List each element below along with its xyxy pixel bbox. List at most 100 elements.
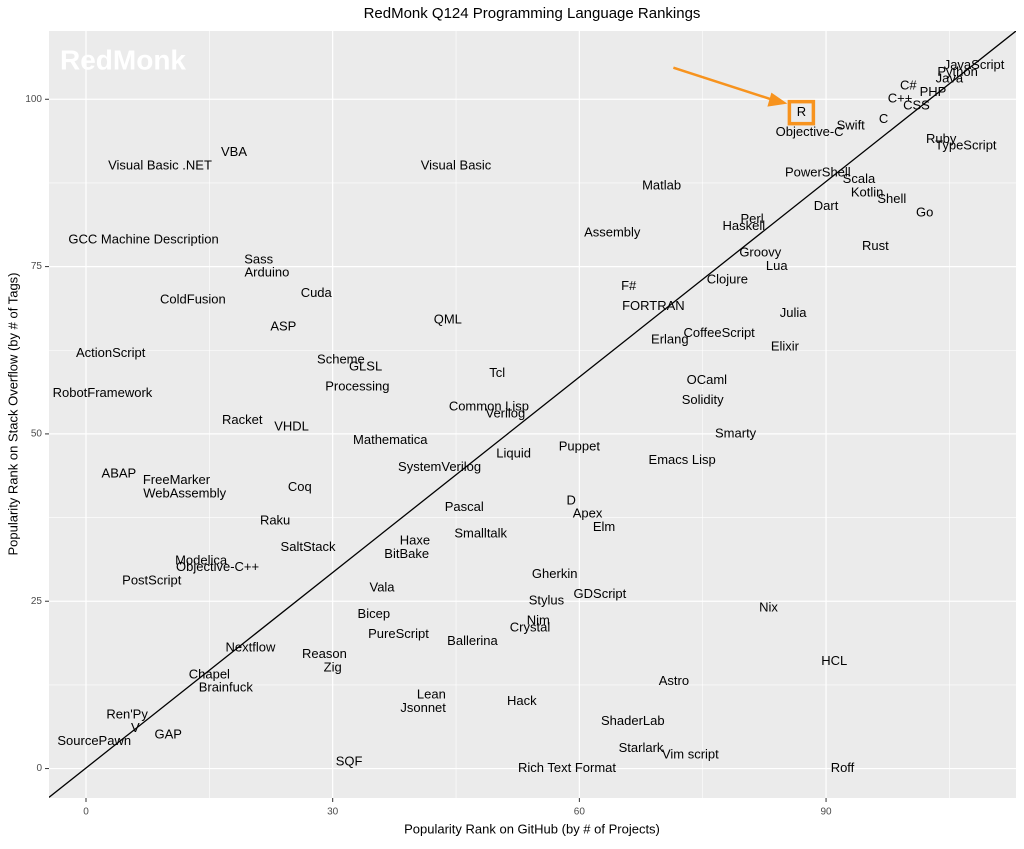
language-label: Arduino	[244, 265, 289, 280]
language-label: PureScript	[368, 626, 429, 641]
language-label: Solidity	[682, 392, 724, 407]
language-label: Matlab	[642, 178, 681, 193]
language-label: VBA	[221, 144, 247, 159]
language-label: Hack	[507, 693, 537, 708]
language-label: Elm	[593, 519, 615, 534]
language-label: Rust	[862, 238, 889, 253]
language-label: Puppet	[559, 439, 601, 454]
x-tick-label: 30	[327, 807, 339, 818]
language-label: ActionScript	[76, 345, 146, 360]
language-label: Mathematica	[353, 432, 428, 447]
language-label: VHDL	[274, 419, 309, 434]
language-label: ASP	[270, 318, 296, 333]
language-label: Groovy	[739, 245, 781, 260]
language-label: Python	[937, 64, 977, 79]
language-label: GCC Machine Description	[68, 231, 218, 246]
language-label: BitBake	[384, 546, 429, 561]
x-tick-label: 60	[574, 807, 586, 818]
language-label: Raku	[260, 512, 290, 527]
language-label: Smalltalk	[454, 526, 507, 541]
language-label: Vim script	[662, 747, 719, 762]
watermark: RedMonk	[60, 44, 186, 75]
language-label: Rich Text Format	[518, 760, 616, 775]
language-label: HCL	[821, 653, 847, 668]
language-label: Shell	[877, 191, 906, 206]
language-label: Objective-C	[776, 124, 844, 139]
trend-line	[49, 31, 1016, 798]
language-label: Modelica	[175, 553, 228, 568]
language-label: D	[566, 492, 575, 507]
language-label: Vala	[369, 579, 395, 594]
language-label: GAP	[154, 727, 181, 742]
language-label: Haxe	[400, 532, 430, 547]
highlight-arrow	[673, 66, 776, 102]
language-label: Elixir	[771, 338, 800, 353]
language-label: Chapel	[189, 666, 230, 681]
language-label: SystemVerilog	[398, 459, 481, 474]
language-label: Ren'Py	[106, 706, 148, 721]
y-tick-label: 25	[31, 596, 43, 607]
language-label: Objective-C++	[176, 559, 259, 574]
language-label: Bicep	[358, 606, 391, 621]
language-label: Nim	[527, 613, 550, 628]
language-label: PostScript	[122, 573, 182, 588]
language-label: ColdFusion	[160, 291, 226, 306]
language-label: Ballerina	[447, 633, 498, 648]
language-label: Lua	[766, 258, 788, 273]
language-label: Emacs Lisp	[649, 452, 716, 467]
language-label: Apex	[573, 506, 603, 521]
language-label: Gherkin	[532, 566, 578, 581]
language-label: TypeScript	[935, 138, 997, 153]
language-label: Julia	[780, 305, 808, 320]
language-label: Dart	[814, 198, 839, 213]
language-label: Brainfuck	[199, 680, 254, 695]
language-label: C++	[888, 91, 913, 106]
language-label: Verilog	[485, 405, 525, 420]
language-label: GLSL	[349, 358, 382, 373]
y-tick-label: 0	[36, 763, 42, 774]
language-label: C#	[900, 77, 917, 92]
chart-title: RedMonk Q124 Programming Language Rankin…	[364, 5, 701, 22]
language-label: WebAssembly	[143, 486, 226, 501]
highlight-arrowhead	[767, 92, 788, 107]
language-label: Processing	[325, 378, 389, 393]
language-label: Nextflow	[226, 640, 276, 655]
language-label: Coq	[288, 479, 312, 494]
language-label: Reason	[302, 646, 347, 661]
language-label: Visual Basic	[421, 158, 492, 173]
language-label: Clojure	[707, 271, 748, 286]
language-label: FreeMarker	[143, 472, 211, 487]
y-tick-label: 50	[31, 429, 43, 440]
language-label: Haskell	[723, 218, 766, 233]
language-label: SQF	[336, 753, 363, 768]
language-label: Racket	[222, 412, 263, 427]
language-label: Zig	[324, 660, 342, 675]
language-label: C	[879, 111, 888, 126]
language-label: PowerShell	[785, 164, 851, 179]
language-label: Swift	[837, 117, 866, 132]
language-label: Roff	[831, 760, 855, 775]
language-label: Starlark	[619, 740, 664, 755]
language-label: Go	[916, 204, 933, 219]
x-axis-label: Popularity Rank on GitHub (by # of Proje…	[404, 821, 660, 836]
language-label: CSS	[903, 97, 930, 112]
highlight-box	[787, 99, 816, 126]
language-label: ShaderLab	[601, 713, 665, 728]
language-label: F#	[621, 278, 637, 293]
language-label: Stylus	[529, 593, 565, 608]
language-label: Lean	[417, 686, 446, 701]
language-label: Ruby	[926, 131, 957, 146]
language-label: Sass	[244, 251, 273, 266]
language-label: GDScript	[574, 586, 627, 601]
language-label: Kotlin	[851, 184, 884, 199]
x-tick-label: 0	[83, 807, 89, 818]
language-label: R	[797, 104, 806, 119]
language-label: Perl	[740, 211, 763, 226]
language-label: Astro	[659, 673, 689, 688]
language-label: Smarty	[715, 425, 757, 440]
language-label: Liquid	[496, 445, 531, 460]
language-label: Common Lisp	[449, 399, 529, 414]
y-axis-label: Popularity Rank on Stack Overflow (by # …	[5, 273, 20, 556]
